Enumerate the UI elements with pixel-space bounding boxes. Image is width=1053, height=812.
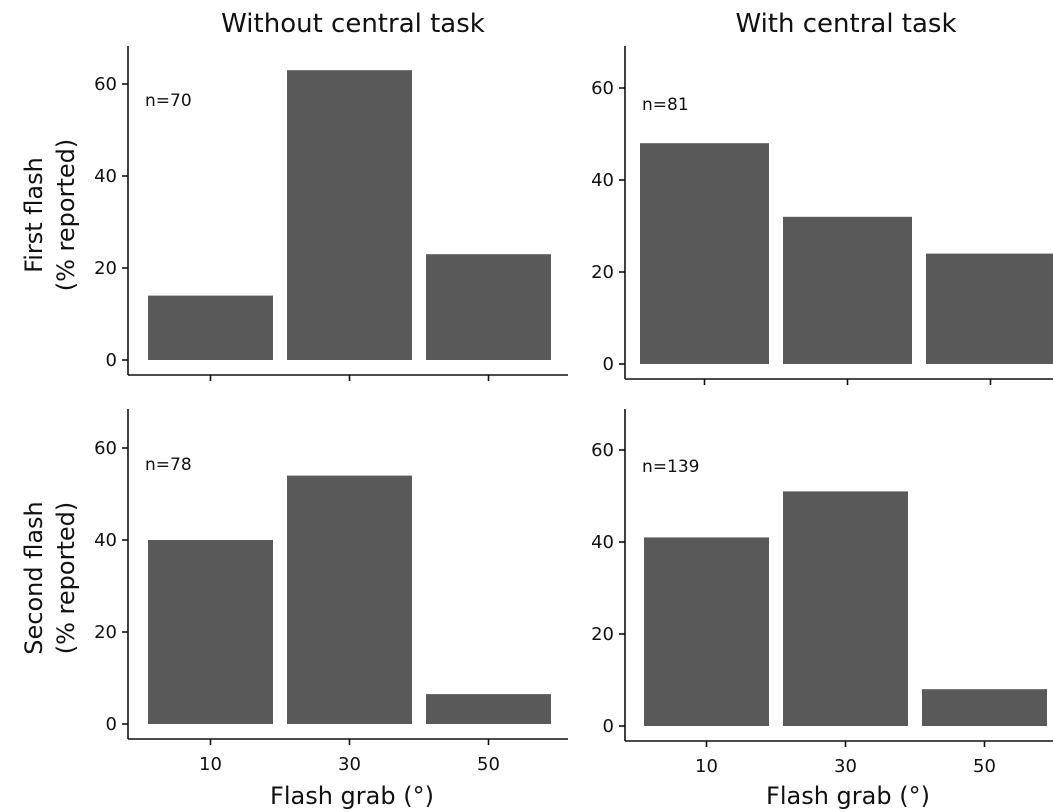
column-title-left: Without central task bbox=[221, 9, 485, 39]
bar-10 bbox=[644, 537, 769, 726]
y-tick-label: 40 bbox=[591, 532, 614, 553]
x-tick-label: 50 bbox=[477, 754, 500, 775]
panel-bottom-right: 0 20 40 60 10 30 50 n=139 bbox=[591, 409, 1053, 777]
panel-top-right: 0 20 40 60 n=81 bbox=[591, 46, 1053, 385]
row-title-top-line2: (% reported) bbox=[52, 139, 80, 291]
row-title-bottom-line1: Second flash bbox=[20, 501, 48, 655]
row-title-bottom-line2: (% reported) bbox=[52, 502, 80, 654]
row-title-top-line1: First flash bbox=[20, 157, 48, 273]
bar-10 bbox=[148, 540, 273, 724]
panel-bottom-left: 0 20 40 60 10 30 50 n=78 bbox=[94, 409, 568, 775]
sample-size-annotation: n=81 bbox=[642, 95, 689, 115]
sample-size-annotation: n=139 bbox=[642, 457, 699, 477]
y-tick-label: 0 bbox=[603, 716, 614, 737]
y-tick-label: 20 bbox=[591, 624, 614, 645]
x-tick-label: 30 bbox=[338, 754, 361, 775]
y-tick-label: 0 bbox=[106, 714, 117, 735]
sample-size-annotation: n=78 bbox=[145, 455, 192, 475]
x-tick-label: 30 bbox=[834, 756, 857, 777]
x-axis-label-left: Flash grab (°) bbox=[270, 782, 434, 810]
y-tick-label: 60 bbox=[94, 74, 117, 95]
y-tick-label: 0 bbox=[603, 354, 614, 375]
bar-50 bbox=[922, 689, 1047, 726]
bar-30 bbox=[783, 491, 908, 726]
bar-10 bbox=[640, 143, 769, 364]
bar-50 bbox=[426, 254, 551, 360]
x-axis-label-right: Flash grab (°) bbox=[766, 782, 930, 810]
sample-size-annotation: n=70 bbox=[145, 91, 192, 111]
panel-top-left: 0 20 40 60 n=70 bbox=[94, 46, 568, 381]
y-tick-label: 40 bbox=[94, 166, 117, 187]
y-tick-label: 40 bbox=[94, 530, 117, 551]
bar-30 bbox=[287, 70, 412, 360]
x-tick-label: 50 bbox=[973, 756, 996, 777]
y-tick-label: 20 bbox=[94, 622, 117, 643]
bar-10 bbox=[148, 295, 273, 360]
column-title-right: With central task bbox=[735, 9, 956, 39]
x-tick-label: 10 bbox=[199, 754, 222, 775]
bar-30 bbox=[783, 216, 912, 364]
y-tick-label: 20 bbox=[591, 262, 614, 283]
bar-50 bbox=[426, 694, 551, 724]
bar-50 bbox=[926, 253, 1053, 364]
bar-30 bbox=[287, 475, 412, 724]
y-tick-label: 40 bbox=[591, 170, 614, 191]
y-tick-label: 60 bbox=[591, 440, 614, 461]
y-tick-label: 0 bbox=[106, 350, 117, 371]
y-tick-label: 20 bbox=[94, 258, 117, 279]
y-tick-label: 60 bbox=[591, 78, 614, 99]
y-tick-label: 60 bbox=[94, 438, 117, 459]
x-tick-label: 10 bbox=[695, 756, 718, 777]
